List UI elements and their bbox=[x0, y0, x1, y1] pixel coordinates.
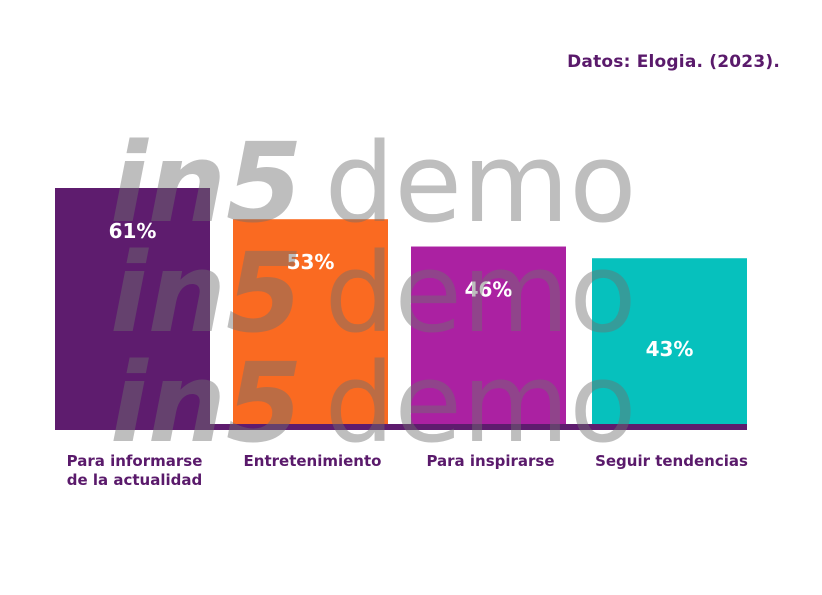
bar-3 bbox=[411, 246, 566, 426]
value-label-1: 61% bbox=[109, 219, 157, 243]
source-note: Datos: Elogia. (2023). bbox=[567, 52, 780, 72]
category-label-1: Para informarse de la actualidad bbox=[67, 452, 203, 489]
bar-1 bbox=[55, 188, 210, 426]
value-label-3: 46% bbox=[465, 278, 513, 302]
bar-4 bbox=[592, 258, 747, 426]
category-label-2: Entretenimiento bbox=[244, 452, 382, 470]
value-label-2: 53% bbox=[287, 250, 335, 274]
category-label-3: Para inspirarse bbox=[426, 452, 554, 470]
bar-2 bbox=[233, 219, 388, 426]
baseline bbox=[55, 424, 747, 430]
value-label-4: 43% bbox=[646, 337, 694, 361]
category-label-4: Seguir tendencias bbox=[595, 452, 748, 470]
